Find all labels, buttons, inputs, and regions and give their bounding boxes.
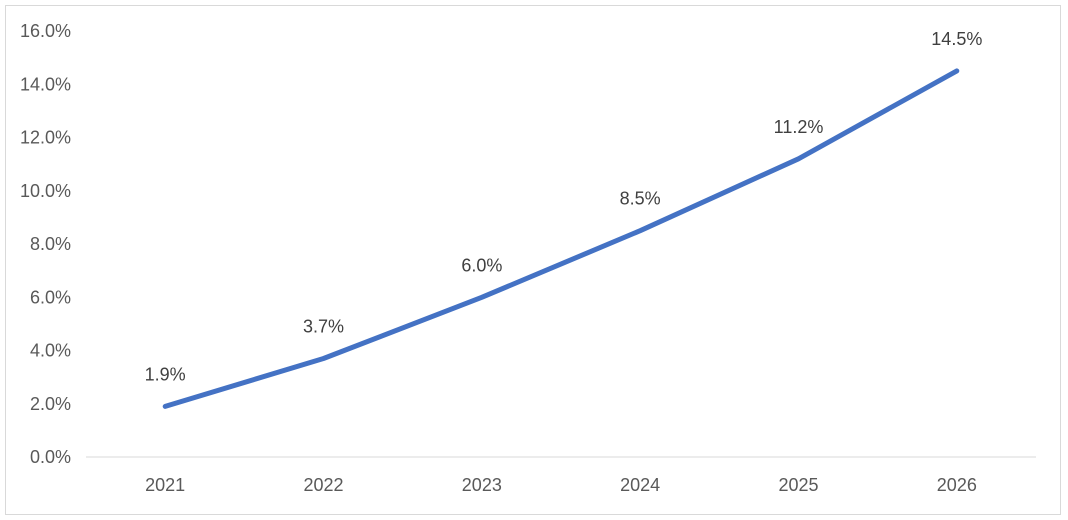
y-tick-label: 16.0% <box>20 21 71 41</box>
x-axis-tick-labels: 2021 2022 2023 2024 2025 2026 <box>145 475 977 495</box>
y-tick-label: 10.0% <box>20 181 71 201</box>
x-tick-label: 2022 <box>303 475 343 495</box>
y-axis-tick-labels: 0.0% 2.0% 4.0% 6.0% 8.0% 10.0% 12.0% 14.0% 16.0% <box>20 21 71 467</box>
x-tick-label: 2025 <box>778 475 818 495</box>
data-labels: 1.9% 3.7% 6.0% 8.5% 11.2% 14.5% <box>145 29 983 384</box>
data-label: 6.0% <box>461 255 502 275</box>
y-tick-label: 2.0% <box>30 394 71 414</box>
x-tick-label: 2023 <box>462 475 502 495</box>
x-tick-label: 2021 <box>145 475 185 495</box>
y-tick-label: 14.0% <box>20 74 71 94</box>
x-tick-label: 2026 <box>937 475 977 495</box>
x-tick-label: 2024 <box>620 475 660 495</box>
y-tick-label: 8.0% <box>30 234 71 254</box>
data-label: 11.2% <box>774 117 824 137</box>
chart-frame <box>5 5 1061 515</box>
y-tick-label: 0.0% <box>30 447 71 467</box>
data-label: 8.5% <box>620 189 661 209</box>
y-tick-label: 4.0% <box>30 341 71 361</box>
data-label: 14.5% <box>931 29 982 49</box>
y-tick-label: 6.0% <box>30 287 71 307</box>
y-tick-label: 12.0% <box>20 128 71 148</box>
series-line <box>162 68 960 409</box>
data-label: 1.9% <box>145 364 186 384</box>
data-label: 3.7% <box>303 316 344 336</box>
